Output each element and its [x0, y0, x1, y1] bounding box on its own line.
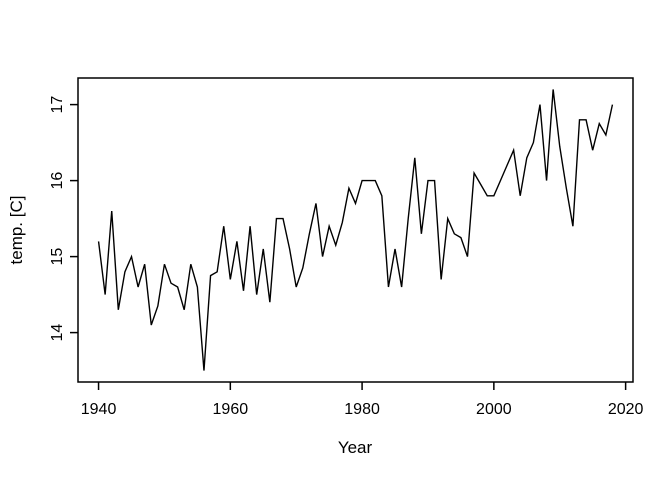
plot-border: [77, 77, 634, 383]
x-axis-ticks: [97, 382, 627, 390]
temperature-series-line: [97, 89, 614, 371]
y-tick-label: 17: [49, 96, 66, 114]
x-tick-label: 1960: [213, 401, 249, 418]
y-tick-label: 15: [49, 248, 66, 266]
x-tick-label: 1980: [344, 401, 380, 418]
y-tick-label: 16: [49, 172, 66, 190]
x-tick-label: 1940: [81, 401, 117, 418]
y-axis-title: temp. [C]: [7, 196, 26, 265]
x-axis-tick-labels: 1940 1960 1980 2000 2020: [81, 401, 644, 418]
x-tick-label: 2000: [476, 401, 512, 418]
x-axis-title: Year: [338, 438, 373, 457]
x-tick-label: 2020: [608, 401, 644, 418]
y-tick-label: 14: [49, 324, 66, 342]
y-axis-ticks: [70, 103, 78, 334]
y-axis-tick-labels: 14 15 16 17: [49, 96, 66, 342]
